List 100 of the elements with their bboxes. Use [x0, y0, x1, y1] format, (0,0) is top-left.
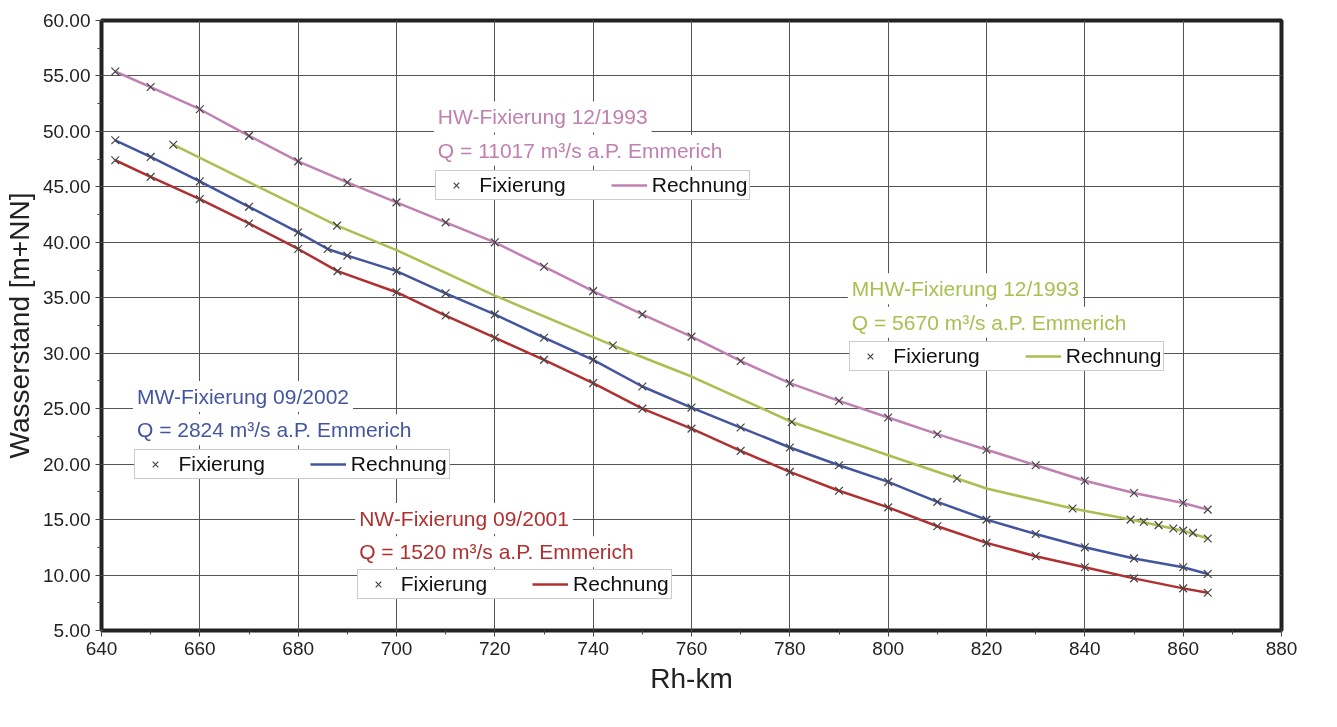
point [293, 156, 303, 166]
point [146, 172, 156, 182]
x-tick-label: 800 [872, 637, 905, 659]
point [195, 176, 205, 186]
legend-label: Fixierung [400, 572, 488, 597]
point [952, 474, 962, 484]
point [333, 266, 342, 276]
point [736, 423, 746, 433]
point [441, 288, 451, 298]
x-tick-label: 760 [675, 637, 708, 659]
point [1129, 553, 1139, 563]
y-tick-label: 40.00 [42, 231, 91, 253]
point [1126, 515, 1136, 525]
x-tick-label: 680 [282, 637, 315, 659]
legend-label: Rechnung [651, 172, 748, 197]
point [1129, 573, 1139, 583]
y-tick-label: 25.00 [42, 398, 91, 420]
point [342, 251, 352, 261]
x-tick-label: 660 [183, 637, 216, 659]
y-tick-label: 35.00 [42, 287, 91, 309]
annotation: Q = 5670 m³/s a.P. Emmerich [851, 310, 1127, 334]
point [982, 445, 991, 455]
point [785, 467, 795, 477]
point [244, 202, 254, 212]
point [883, 477, 893, 487]
x-tick-label: 720 [478, 637, 511, 659]
x-tick-label: 820 [970, 637, 1003, 659]
y-tick-label: 60.00 [42, 10, 91, 31]
point [1203, 588, 1213, 598]
point [637, 309, 647, 319]
point [146, 152, 156, 162]
point [834, 460, 844, 470]
point [244, 131, 254, 141]
annotation: MHW-Fixierung 12/1993 [851, 277, 1080, 301]
point [539, 262, 549, 272]
point [332, 221, 342, 231]
point [982, 515, 991, 525]
point [1031, 529, 1041, 539]
y-axis-title: Wasserstand [m+NN] [3, 192, 35, 459]
legend-label: Rechnung [1065, 343, 1162, 368]
point [588, 355, 598, 365]
point [1129, 488, 1139, 498]
y-tick-label: 50.00 [42, 120, 91, 142]
point [1203, 569, 1213, 579]
y-tick-label: 45.00 [42, 176, 91, 198]
point [785, 443, 795, 452]
legend-label: Fixierung [893, 343, 980, 368]
point [490, 309, 500, 319]
point [883, 413, 893, 423]
point [1080, 562, 1090, 572]
annotation: Q = 2824 m³/s a.P. Emmerich [136, 418, 412, 442]
y-tick-label: 20.00 [42, 453, 91, 475]
point [441, 311, 451, 321]
point [608, 340, 618, 350]
x-tick-label: 780 [773, 637, 806, 659]
annotation: Q = 11017 m³/s a.P. Emmerich [437, 138, 723, 162]
x-axis-title: Rh-km [650, 662, 733, 694]
point [588, 286, 598, 296]
point [1178, 583, 1188, 593]
legend-label: Fixierung [479, 172, 566, 197]
x-tick-label: 740 [577, 637, 610, 659]
y-tick-label: 55.00 [42, 65, 91, 87]
point [1080, 542, 1090, 552]
point [392, 197, 401, 207]
point [1154, 520, 1164, 530]
point [736, 356, 746, 366]
point [932, 521, 942, 531]
point [293, 244, 303, 254]
point [1080, 476, 1090, 486]
point [539, 333, 549, 343]
point [392, 287, 401, 297]
point [785, 378, 795, 388]
point [834, 396, 844, 406]
point [1031, 551, 1041, 561]
x-tick-label: 700 [380, 637, 413, 659]
point [146, 82, 156, 92]
point [1068, 504, 1078, 513]
point [168, 140, 178, 150]
point [441, 217, 451, 227]
legend-label: Rechnung [350, 452, 447, 477]
point [1178, 562, 1188, 572]
point [195, 104, 205, 114]
legend-label: Rechnung [573, 572, 669, 597]
point [244, 218, 254, 228]
point [490, 333, 500, 343]
point [687, 424, 696, 434]
point [932, 429, 942, 439]
annotation: MW-Fixierung 09/2002 [136, 384, 350, 408]
x-tick-label: 860 [1167, 637, 1200, 659]
point [1031, 460, 1041, 470]
y-tick-label: 15.00 [42, 509, 91, 531]
point [392, 266, 401, 276]
legend-label: Fixierung [178, 452, 265, 477]
y-tick-label: 10.00 [42, 564, 91, 586]
point [687, 332, 696, 342]
point [342, 177, 352, 187]
point [736, 446, 746, 456]
point [982, 538, 991, 548]
point [490, 237, 500, 247]
x-tick-label: 840 [1068, 637, 1101, 659]
